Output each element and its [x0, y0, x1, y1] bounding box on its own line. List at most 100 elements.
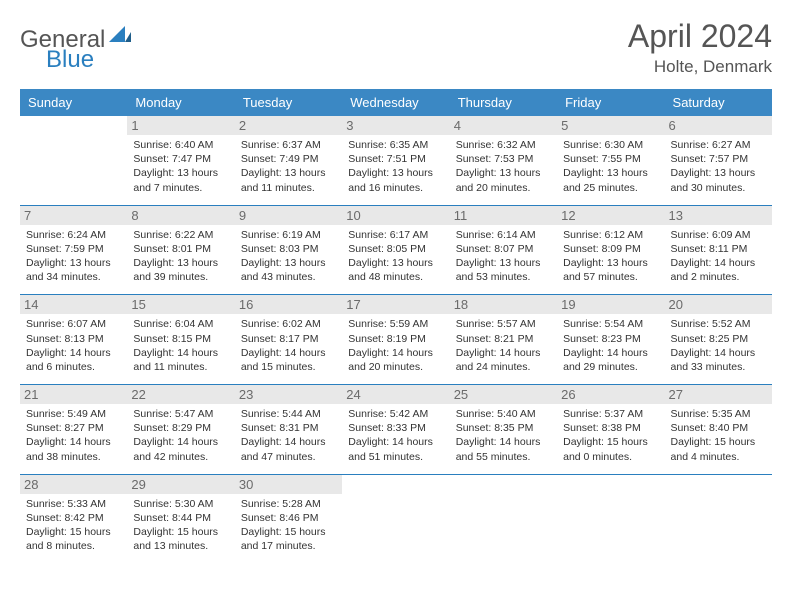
calendar-cell — [342, 474, 449, 563]
calendar-cell — [20, 116, 127, 205]
day-details: Sunrise: 5:40 AMSunset: 8:35 PMDaylight:… — [456, 407, 551, 464]
day-number: 19 — [557, 295, 664, 314]
day-number: 21 — [20, 385, 127, 404]
calendar-row: 7 Sunrise: 6:24 AMSunset: 7:59 PMDaylight… — [20, 205, 772, 295]
day-details: Sunrise: 6:32 AMSunset: 7:53 PMDaylight:… — [456, 138, 551, 195]
day-details: Sunrise: 6:07 AMSunset: 8:13 PMDaylight:… — [26, 317, 121, 374]
day-number: 10 — [342, 206, 449, 225]
day-details: Sunrise: 5:37 AMSunset: 8:38 PMDaylight:… — [563, 407, 658, 464]
day-header: Monday — [127, 89, 234, 116]
day-number: 3 — [342, 116, 449, 135]
calendar-row: 1 Sunrise: 6:40 AMSunset: 7:47 PMDaylight… — [20, 116, 772, 205]
day-header: Saturday — [665, 89, 772, 116]
calendar-cell: 1 Sunrise: 6:40 AMSunset: 7:47 PMDaylight… — [127, 116, 234, 205]
calendar-cell: 22 Sunrise: 5:47 AMSunset: 8:29 PMDayligh… — [127, 385, 234, 475]
calendar-cell: 3 Sunrise: 6:35 AMSunset: 7:51 PMDaylight… — [342, 116, 449, 205]
day-details: Sunrise: 6:35 AMSunset: 7:51 PMDaylight:… — [348, 138, 443, 195]
calendar-cell: 9 Sunrise: 6:19 AMSunset: 8:03 PMDaylight… — [235, 205, 342, 295]
day-number: 23 — [235, 385, 342, 404]
calendar-cell: 10 Sunrise: 6:17 AMSunset: 8:05 PMDayligh… — [342, 205, 449, 295]
calendar-cell: 5Sunrise: 6:30 AMSunset: 7:55 PMDaylight… — [557, 116, 664, 205]
day-number: 12 — [557, 206, 664, 225]
day-number: 13 — [665, 206, 772, 225]
day-details: Sunrise: 5:28 AMSunset: 8:46 PMDaylight:… — [241, 497, 336, 554]
calendar-cell: 19Sunrise: 5:54 AMSunset: 8:23 PMDayligh… — [557, 295, 664, 385]
day-header: Thursday — [450, 89, 557, 116]
day-details: Sunrise: 5:44 AMSunset: 8:31 PMDaylight:… — [241, 407, 336, 464]
day-details: Sunrise: 5:33 AMSunset: 8:42 PMDaylight:… — [26, 497, 121, 554]
calendar-cell — [557, 474, 664, 563]
calendar-cell: 12 Sunrise: 6:12 AMSunset: 8:09 PMDayligh… — [557, 205, 664, 295]
day-details: Sunrise: 5:30 AMSunset: 8:44 PMDaylight:… — [133, 497, 228, 554]
day-number: 25 — [450, 385, 557, 404]
day-number: 18 — [450, 295, 557, 314]
calendar-cell: 13 Sunrise: 6:09 AMSunset: 8:11 PMDayligh… — [665, 205, 772, 295]
day-details: Sunrise: 6:04 AMSunset: 8:15 PMDaylight:… — [133, 317, 228, 374]
calendar-cell — [450, 474, 557, 563]
title-block: April 2024 Holte, Denmark — [628, 18, 772, 77]
day-number: 2 — [235, 116, 342, 135]
day-number: 28 — [20, 475, 127, 494]
header: General April 2024 Holte, Denmark — [20, 18, 772, 77]
calendar-cell: 29Sunrise: 5:30 AMSunset: 8:44 PMDayligh… — [127, 474, 234, 563]
day-details: Sunrise: 6:40 AMSunset: 7:47 PMDaylight:… — [133, 138, 228, 195]
day-number: 30 — [235, 475, 342, 494]
calendar-cell: 17Sunrise: 5:59 AMSunset: 8:19 PMDayligh… — [342, 295, 449, 385]
day-header: Sunday — [20, 89, 127, 116]
day-number: 7 — [20, 206, 127, 225]
day-number: 8 — [127, 206, 234, 225]
day-details: Sunrise: 6:19 AMSunset: 8:03 PMDaylight:… — [241, 228, 336, 285]
day-header-row: Sunday Monday Tuesday Wednesday Thursday… — [20, 89, 772, 116]
calendar-cell: 8 Sunrise: 6:22 AMSunset: 8:01 PMDaylight… — [127, 205, 234, 295]
calendar-cell — [665, 474, 772, 563]
day-details: Sunrise: 6:17 AMSunset: 8:05 PMDaylight:… — [348, 228, 443, 285]
calendar-cell: 28 Sunrise: 5:33 AMSunset: 8:42 PMDayligh… — [20, 474, 127, 563]
calendar-row: 14Sunrise: 6:07 AMSunset: 8:13 PMDayligh… — [20, 295, 772, 385]
calendar-cell: 21 Sunrise: 5:49 AMSunset: 8:27 PMDayligh… — [20, 385, 127, 475]
brand-part2-wrap: Blue — [20, 46, 94, 74]
day-number: 20 — [665, 295, 772, 314]
calendar-cell: 26Sunrise: 5:37 AMSunset: 8:38 PMDayligh… — [557, 385, 664, 475]
calendar-cell: 2 Sunrise: 6:37 AMSunset: 7:49 PMDaylight… — [235, 116, 342, 205]
day-details: Sunrise: 6:24 AMSunset: 7:59 PMDaylight:… — [26, 228, 121, 285]
calendar-cell: 15Sunrise: 6:04 AMSunset: 8:15 PMDayligh… — [127, 295, 234, 385]
calendar-cell: 6Sunrise: 6:27 AMSunset: 7:57 PMDaylight… — [665, 116, 772, 205]
calendar-table: Sunday Monday Tuesday Wednesday Thursday… — [20, 89, 772, 563]
calendar-cell: 30 Sunrise: 5:28 AMSunset: 8:46 PMDayligh… — [235, 474, 342, 563]
day-number: 6 — [665, 116, 772, 135]
location: Holte, Denmark — [628, 57, 772, 77]
day-details: Sunrise: 5:59 AMSunset: 8:19 PMDaylight:… — [348, 317, 443, 374]
day-details: Sunrise: 6:02 AMSunset: 8:17 PMDaylight:… — [241, 317, 336, 374]
day-details: Sunrise: 6:09 AMSunset: 8:11 PMDaylight:… — [671, 228, 766, 285]
day-number: 9 — [235, 206, 342, 225]
day-details: Sunrise: 5:35 AMSunset: 8:40 PMDaylight:… — [671, 407, 766, 464]
calendar-cell: 20Sunrise: 5:52 AMSunset: 8:25 PMDayligh… — [665, 295, 772, 385]
day-details: Sunrise: 5:47 AMSunset: 8:29 PMDaylight:… — [133, 407, 228, 464]
calendar-cell: 14Sunrise: 6:07 AMSunset: 8:13 PMDayligh… — [20, 295, 127, 385]
day-details: Sunrise: 5:42 AMSunset: 8:33 PMDaylight:… — [348, 407, 443, 464]
day-details: Sunrise: 6:22 AMSunset: 8:01 PMDaylight:… — [133, 228, 228, 285]
day-header: Tuesday — [235, 89, 342, 116]
calendar-cell: 25 Sunrise: 5:40 AMSunset: 8:35 PMDayligh… — [450, 385, 557, 475]
day-number: 22 — [127, 385, 234, 404]
day-header: Wednesday — [342, 89, 449, 116]
calendar-cell: 16 Sunrise: 6:02 AMSunset: 8:17 PMDayligh… — [235, 295, 342, 385]
day-details: Sunrise: 5:57 AMSunset: 8:21 PMDaylight:… — [456, 317, 551, 374]
day-number: 5 — [557, 116, 664, 135]
day-number: 1 — [127, 116, 234, 135]
day-details: Sunrise: 6:14 AMSunset: 8:07 PMDaylight:… — [456, 228, 551, 285]
calendar-cell: 11 Sunrise: 6:14 AMSunset: 8:07 PMDayligh… — [450, 205, 557, 295]
day-details: Sunrise: 6:37 AMSunset: 7:49 PMDaylight:… — [241, 138, 336, 195]
day-details: Sunrise: 5:49 AMSunset: 8:27 PMDaylight:… — [26, 407, 121, 464]
calendar-cell: 24 Sunrise: 5:42 AMSunset: 8:33 PMDayligh… — [342, 385, 449, 475]
day-number: 27 — [665, 385, 772, 404]
brand-part2: Blue — [46, 46, 94, 73]
day-number: 11 — [450, 206, 557, 225]
day-details: Sunrise: 6:12 AMSunset: 8:09 PMDaylight:… — [563, 228, 658, 285]
day-number: 16 — [235, 295, 342, 314]
calendar-cell: 18 Sunrise: 5:57 AMSunset: 8:21 PMDayligh… — [450, 295, 557, 385]
day-number: 24 — [342, 385, 449, 404]
day-number: 4 — [450, 116, 557, 135]
day-header: Friday — [557, 89, 664, 116]
calendar-cell: 4 Sunrise: 6:32 AMSunset: 7:53 PMDaylight… — [450, 116, 557, 205]
